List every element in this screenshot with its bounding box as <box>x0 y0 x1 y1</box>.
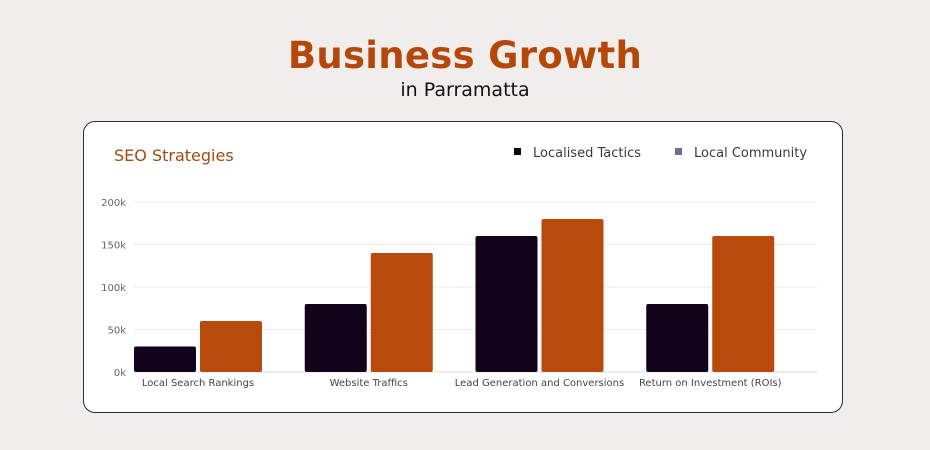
x-tick-label-2: Lead Generation and Conversions <box>455 378 624 389</box>
bar-1-2 <box>541 219 604 372</box>
y-axis: 0k 50k 100k 150k 200k <box>101 198 126 379</box>
bar-0-3 <box>646 304 709 372</box>
x-axis: Local Search Rankings Website Traffics Lea… <box>142 378 782 389</box>
legend: Localised Tactics Local Community <box>514 146 807 161</box>
legend-label-1: Local Community <box>694 146 807 161</box>
y-tick-label-4: 200k <box>101 198 126 209</box>
page-title: Business Growth <box>287 34 643 77</box>
bar-0-0 <box>134 346 196 372</box>
x-tick-label-3: Return on Investment (ROIs) <box>639 378 782 389</box>
y-tick-label-3: 150k <box>101 241 126 252</box>
chart-card: SEO Strategies Localised Tactics Local Co… <box>83 121 843 413</box>
legend-marker-0 <box>514 148 521 155</box>
bar-1-3 <box>712 236 775 372</box>
y-tick-label-2: 100k <box>101 283 126 294</box>
y-tick-label-0: 0k <box>114 368 126 379</box>
bar-1-0 <box>200 321 262 372</box>
legend-label-0: Localised Tactics <box>533 146 641 161</box>
bar-0-1 <box>304 304 367 372</box>
bar-1-1 <box>370 253 433 372</box>
seo-strategies-chart: SEO Strategies Localised Tactics Local Co… <box>101 146 817 389</box>
bars <box>134 219 775 372</box>
chart-title: SEO Strategies <box>114 146 234 165</box>
x-tick-label-0: Local Search Rankings <box>142 378 254 389</box>
page-subtitle: in Parramatta <box>400 79 530 101</box>
bar-0-2 <box>475 236 538 372</box>
y-tick-label-1: 50k <box>107 326 126 337</box>
x-tick-label-1: Website Traffics <box>330 378 408 389</box>
legend-marker-1 <box>675 148 682 155</box>
